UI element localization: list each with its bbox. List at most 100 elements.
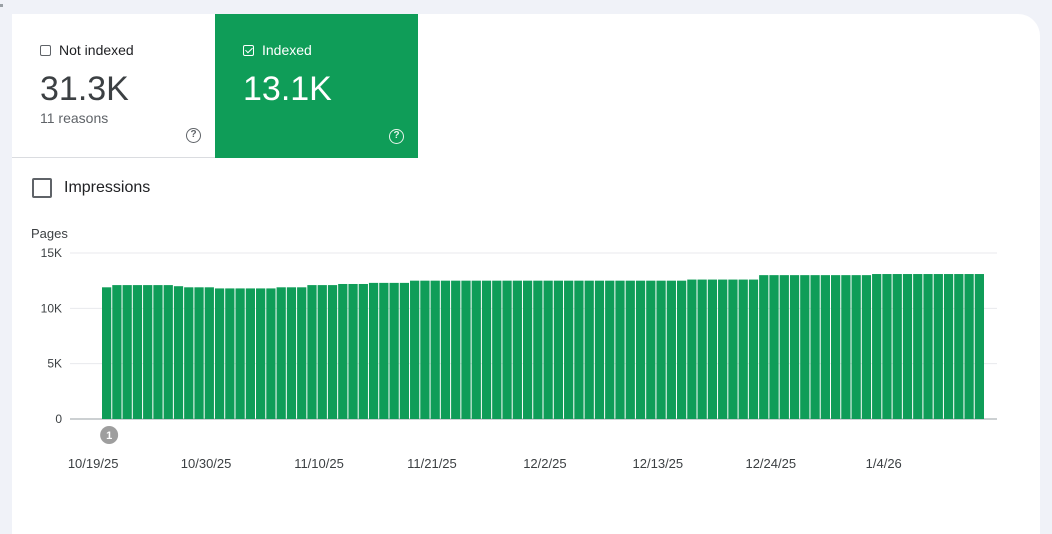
- bar: [954, 274, 964, 419]
- not-indexed-value: 31.3K: [40, 70, 129, 108]
- bar: [194, 287, 204, 419]
- bar: [625, 280, 635, 419]
- bar: [256, 288, 266, 419]
- bar: [810, 275, 820, 419]
- bar: [471, 280, 481, 419]
- bar: [327, 285, 338, 419]
- bar: [933, 274, 943, 419]
- bar: [420, 280, 430, 419]
- bar: [656, 280, 666, 419]
- bar: [399, 282, 410, 419]
- indexed-checkbox[interactable]: [243, 44, 254, 56]
- bar: [574, 280, 584, 419]
- annotation-marker[interactable]: 1: [100, 426, 119, 444]
- bar: [102, 287, 112, 419]
- indexed-tile[interactable]: Indexed 13.1K ?: [215, 14, 418, 158]
- impressions-checkbox[interactable]: [32, 178, 52, 198]
- bar: [430, 280, 440, 419]
- y-tick-label: 15K: [41, 246, 62, 260]
- indexed-header: Indexed: [243, 42, 418, 58]
- pages-bar-chart: Pages 0 5K 10K 15K 10/19/25 10/30/25 11/10/25…: [31, 226, 997, 471]
- bar: [882, 274, 892, 419]
- bar: [389, 282, 399, 419]
- bar: [317, 285, 327, 419]
- bar: [615, 280, 625, 419]
- bar: [348, 283, 358, 419]
- not-indexed-checkbox[interactable]: [40, 44, 51, 56]
- bar: [861, 275, 872, 419]
- help-circle-icon[interactable]: ?: [186, 128, 201, 143]
- y-tick-label: 5K: [47, 357, 62, 371]
- bar: [461, 280, 471, 419]
- bar: [184, 287, 194, 419]
- bar: [276, 287, 286, 419]
- bar: [143, 285, 153, 419]
- bar: [368, 282, 379, 419]
- impressions-toggle[interactable]: Impressions: [32, 178, 150, 198]
- bar: [512, 280, 522, 419]
- bar: [820, 275, 830, 419]
- bar: [492, 280, 502, 419]
- bar: [902, 274, 913, 419]
- x-tick-label: 10/19/25: [68, 456, 119, 471]
- bar: [605, 280, 615, 419]
- bar: [666, 280, 676, 419]
- indexed-value: 13.1K: [243, 70, 332, 108]
- not-indexed-tile[interactable]: Not indexed 31.3K 11 reasons ?: [12, 14, 215, 158]
- bar: [286, 287, 297, 419]
- bar: [759, 275, 769, 419]
- bar: [728, 279, 738, 419]
- y-axis-label: Pages: [31, 226, 68, 241]
- bar: [789, 275, 800, 419]
- bar: [214, 288, 225, 419]
- bar: [564, 280, 574, 419]
- index-coverage-card: Not indexed 31.3K 11 reasons ? Indexed 1…: [12, 14, 1040, 534]
- x-tick-label: 12/24/25: [745, 456, 796, 471]
- bar: [841, 275, 851, 419]
- not-indexed-reasons: 11 reasons: [40, 110, 109, 126]
- bar: [173, 286, 184, 419]
- not-indexed-label: Not indexed: [59, 42, 134, 58]
- bar: [718, 279, 728, 419]
- bar: [451, 280, 461, 419]
- bar: [245, 288, 256, 419]
- bar: [132, 285, 143, 419]
- bar: [235, 288, 245, 419]
- bar: [338, 283, 348, 419]
- bar: [584, 280, 594, 419]
- annotation-circle: [100, 426, 119, 444]
- bar: [122, 285, 132, 419]
- window-corner-mark: [0, 4, 3, 7]
- impressions-label: Impressions: [64, 179, 151, 196]
- bar: [974, 274, 984, 419]
- bar: [646, 280, 656, 419]
- bar: [410, 280, 420, 419]
- bar: [440, 280, 451, 419]
- bar: [533, 280, 543, 419]
- bar: [481, 280, 492, 419]
- bar: [297, 287, 307, 419]
- indexed-label: Indexed: [262, 42, 312, 58]
- x-tick-label: 1/4/26: [866, 456, 902, 471]
- bar: [738, 279, 748, 419]
- bar: [769, 275, 779, 419]
- bar: [943, 274, 954, 419]
- bar: [697, 279, 707, 419]
- bar: [112, 285, 122, 419]
- bar: [851, 275, 861, 419]
- bar: [594, 280, 605, 419]
- bar: [779, 275, 789, 419]
- bar: [553, 280, 564, 419]
- y-tick-label: 10K: [41, 301, 62, 315]
- bar: [707, 279, 718, 419]
- x-tick-label: 10/30/25: [181, 456, 232, 471]
- help-circle-icon[interactable]: ?: [389, 129, 404, 144]
- bar: [913, 274, 923, 419]
- bar: [676, 280, 687, 419]
- bar: [163, 285, 173, 419]
- bar: [923, 274, 933, 419]
- bar: [266, 288, 276, 419]
- bar: [153, 285, 163, 419]
- x-tick-label: 11/10/25: [294, 456, 344, 471]
- bar: [358, 283, 368, 419]
